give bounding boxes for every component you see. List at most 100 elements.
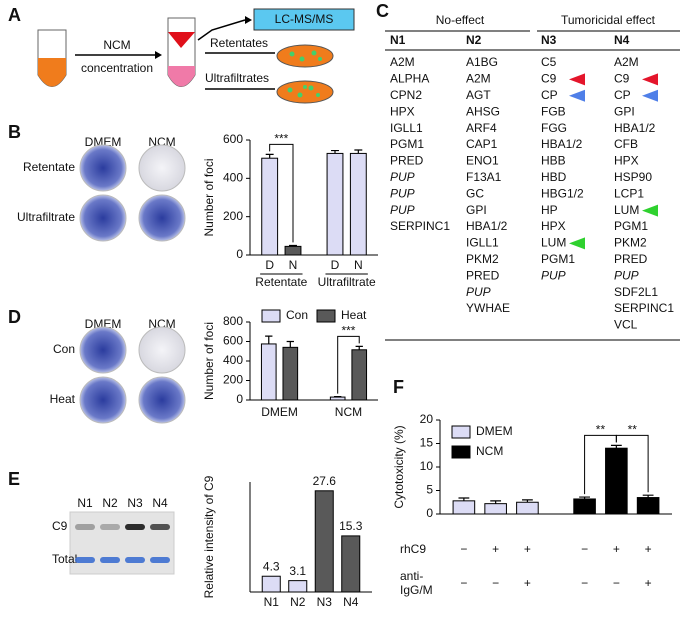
bar — [326, 152, 344, 256]
blot — [69, 511, 175, 575]
band — [75, 524, 95, 530]
panel-label: D — [8, 307, 21, 327]
condition-sign: − — [460, 576, 467, 590]
band — [150, 524, 170, 530]
dish — [276, 80, 334, 104]
arrow-marker — [569, 89, 585, 102]
legend-swatch — [316, 309, 336, 323]
bar — [605, 447, 628, 515]
band — [125, 557, 145, 563]
protein: HP — [541, 203, 558, 217]
condition-label: anti- — [400, 569, 423, 583]
protein: F13A1 — [466, 170, 502, 184]
retentate — [168, 32, 195, 48]
protein: PUP — [541, 268, 566, 282]
significance-bracket — [337, 335, 360, 394]
protein: SERPINC1 — [390, 219, 450, 233]
condition-sign: + — [524, 576, 531, 590]
lane-label: N4 — [152, 496, 168, 510]
condition-sign: − — [581, 576, 588, 590]
x-tick-label: N4 — [343, 595, 359, 609]
y-axis-label: Number of foci — [202, 322, 216, 400]
protein: CFB — [614, 137, 638, 151]
blot-row-label: C9 — [52, 519, 68, 533]
significance-bracket — [615, 434, 649, 493]
protein: FGG — [541, 121, 567, 135]
bar — [329, 396, 346, 401]
legend-label: NCM — [476, 444, 503, 458]
foci-image — [79, 194, 127, 242]
protein: HBA1/2 — [466, 219, 508, 233]
foci-image — [138, 194, 186, 242]
label: NCM — [103, 38, 130, 52]
blot-row-label: Total — [52, 552, 77, 566]
protein: GPI — [614, 104, 635, 118]
legend-swatch — [451, 445, 471, 459]
arrow — [197, 19, 246, 41]
error-bar — [265, 153, 274, 159]
protein: PGM1 — [614, 219, 648, 233]
protein: CP — [614, 88, 631, 102]
bar — [288, 580, 308, 593]
condition-sign: − — [613, 576, 620, 590]
bar — [261, 157, 279, 256]
error-bar — [610, 444, 622, 449]
x-tick-label: N1 — [264, 595, 280, 609]
protein: PUP — [390, 186, 415, 200]
foci-image — [138, 326, 186, 374]
protein: PRED — [390, 154, 424, 168]
significance-label: *** — [341, 324, 355, 338]
bar — [636, 497, 660, 515]
error-bar — [289, 244, 297, 247]
protein: A1BG — [466, 55, 498, 69]
significance-label: ** — [596, 423, 606, 437]
panel-label: A — [8, 5, 21, 25]
protein: PKM2 — [614, 236, 647, 250]
arrow-marker — [642, 73, 658, 86]
panel-label: C — [376, 1, 389, 21]
panel-label: F — [393, 377, 404, 397]
x-tick-label: D — [331, 258, 340, 272]
error-bar — [286, 340, 294, 348]
condition-sign: + — [645, 576, 652, 590]
legend-label: Con — [286, 308, 308, 322]
y-axis-label: Number of foci — [202, 158, 216, 236]
protein: HPX — [614, 154, 639, 168]
image-column-label: DMEM — [85, 317, 122, 331]
bar — [282, 346, 299, 401]
protein: A2M — [390, 55, 415, 69]
bar — [260, 343, 277, 401]
y-tick-label: 10 — [420, 459, 434, 473]
foci-image — [79, 376, 127, 424]
y-tick-label: 200 — [223, 373, 243, 387]
bar — [516, 501, 539, 515]
error-bar — [458, 497, 470, 501]
foci-image — [79, 326, 127, 374]
error-bar — [265, 335, 273, 344]
lane-label: N1 — [77, 496, 93, 510]
group-label: Ultrafiltrate — [318, 275, 376, 289]
arrow-marker — [642, 89, 658, 102]
band — [150, 557, 170, 563]
label: Retentates — [210, 36, 268, 50]
y-tick-label: 0 — [236, 247, 243, 261]
protein: PUP — [390, 203, 415, 217]
bar — [484, 503, 507, 515]
condition-sign: + — [613, 542, 620, 556]
y-tick-label: 800 — [223, 314, 243, 328]
label: Ultrafiltrates — [205, 71, 269, 85]
significance-label: *** — [274, 132, 288, 146]
protein: LUM — [614, 203, 639, 217]
y-tick-label: 5 — [426, 483, 433, 497]
error-bar — [579, 496, 590, 499]
protein: HSP90 — [614, 170, 652, 184]
bar — [341, 535, 361, 593]
tube-liquid — [38, 58, 66, 87]
y-axis-label: Relative intensity of C9 — [202, 475, 216, 598]
legend-label: DMEM — [476, 424, 513, 438]
column-header: N1 — [390, 33, 406, 47]
band — [125, 524, 145, 530]
colonies — [287, 50, 322, 98]
image-row-label: Con — [53, 342, 75, 356]
